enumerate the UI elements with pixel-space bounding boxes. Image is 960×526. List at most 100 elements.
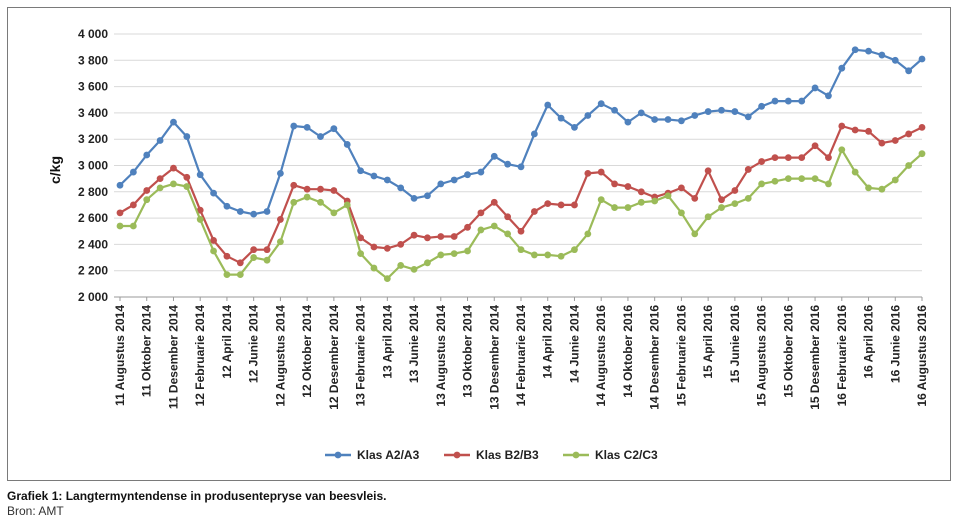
data-point	[798, 154, 806, 162]
data-point	[464, 171, 471, 179]
data-point	[664, 116, 672, 123]
data-point	[624, 183, 632, 190]
data-point	[678, 209, 685, 217]
data-point	[584, 112, 592, 119]
series-3	[116, 146, 926, 282]
data-point	[383, 176, 391, 184]
data-point	[143, 196, 151, 204]
data-point	[811, 142, 819, 150]
data-point	[370, 243, 378, 251]
data-point	[277, 216, 284, 223]
data-point	[611, 106, 618, 114]
data-point	[784, 97, 792, 105]
data-point	[571, 123, 578, 131]
data-point	[811, 84, 819, 92]
data-point	[624, 204, 632, 211]
data-point	[811, 175, 819, 183]
data-point	[851, 126, 859, 134]
data-point	[477, 226, 485, 234]
y-tick-label: 2 200	[78, 264, 108, 278]
y-tick-label: 3 800	[78, 53, 108, 67]
data-point	[490, 222, 498, 230]
data-point	[678, 117, 685, 125]
data-point	[611, 180, 618, 188]
data-point	[758, 158, 765, 165]
data-point	[143, 187, 151, 194]
data-point	[317, 198, 324, 206]
data-point	[410, 194, 418, 202]
data-point	[343, 201, 351, 209]
y-tick-label: 2 800	[78, 185, 108, 199]
data-point	[170, 180, 177, 188]
x-tick-label: 15 Desember 2016	[808, 305, 822, 410]
data-point	[116, 222, 124, 230]
data-point	[718, 196, 725, 204]
data-point	[825, 92, 832, 100]
data-point	[838, 122, 846, 130]
data-point	[330, 209, 338, 217]
y-tick-label: 2 400	[78, 237, 108, 251]
data-point	[383, 275, 391, 282]
data-point	[731, 187, 739, 194]
data-point	[277, 169, 284, 177]
data-point	[744, 194, 752, 202]
data-point	[290, 181, 298, 189]
data-point	[557, 114, 565, 122]
data-point	[784, 154, 792, 162]
data-point	[918, 55, 926, 63]
data-point	[878, 51, 886, 59]
data-point	[918, 150, 926, 158]
data-point	[905, 67, 913, 75]
data-point	[156, 175, 164, 183]
data-point	[544, 251, 552, 259]
data-point	[905, 162, 913, 169]
data-point	[156, 184, 164, 192]
data-point	[277, 238, 284, 246]
data-point	[170, 118, 177, 126]
data-point	[771, 154, 779, 162]
data-point	[196, 171, 204, 179]
data-point	[718, 106, 725, 114]
data-point	[691, 230, 699, 238]
data-point	[143, 151, 151, 159]
data-point	[584, 230, 592, 238]
data-point	[397, 262, 405, 269]
data-point	[651, 116, 659, 123]
data-point	[210, 237, 217, 244]
data-point	[691, 194, 699, 202]
x-tick-label: 16 Februarie 2016	[835, 305, 849, 407]
x-tick-label: 14 Desember 2016	[648, 305, 662, 410]
data-point	[303, 193, 311, 201]
data-point	[250, 246, 258, 254]
figure-source: Bron: AMT	[7, 504, 64, 518]
data-point	[357, 234, 364, 242]
data-point	[223, 252, 231, 260]
x-tick-label: 11 Desember 2014	[166, 305, 180, 409]
data-point	[891, 56, 899, 64]
data-point	[183, 183, 191, 190]
caption-block: Grafiek 1: Langtermyntendense in produse…	[7, 489, 951, 519]
y-tick-label: 3 200	[78, 132, 108, 146]
data-point	[116, 209, 124, 217]
data-point	[624, 118, 632, 126]
data-point	[544, 101, 552, 109]
legend-entry: Klas B2/B3	[444, 448, 539, 462]
data-point	[223, 202, 231, 210]
data-point	[303, 123, 311, 131]
x-tick-label: 12 Oktober 2014	[300, 305, 314, 398]
x-tick-label: 16 Junie 2016	[888, 305, 902, 383]
x-tick-label: 16 April 2016	[862, 305, 876, 379]
x-tick-label: 13 Augustus 2014	[434, 305, 448, 407]
data-point	[196, 206, 204, 214]
data-point	[825, 180, 832, 188]
data-point	[584, 169, 592, 177]
data-point	[330, 187, 338, 194]
data-point	[530, 208, 538, 215]
data-point	[450, 250, 458, 258]
data-point	[210, 247, 217, 255]
data-point	[317, 133, 324, 140]
x-tick-label: 13 Oktober 2014	[461, 305, 475, 398]
data-point	[798, 175, 806, 183]
data-point	[825, 154, 832, 162]
data-point	[437, 233, 445, 240]
